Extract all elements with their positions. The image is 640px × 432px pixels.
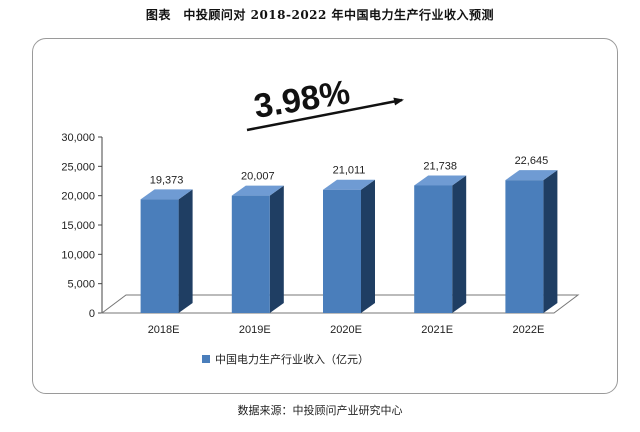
bar-top <box>231 185 284 196</box>
x-tick-label-2020E: 2020E <box>330 324 362 336</box>
bar-2022E <box>505 170 558 313</box>
x-tick-label-2021E: 2021E <box>421 324 453 336</box>
bar-front <box>323 189 361 313</box>
growth-rate-label: 3.98% <box>251 73 352 126</box>
data-label-2022E: 22,645 <box>515 155 549 167</box>
data-labels: 19,373 20,007 21,011 21,738 22,645 <box>150 155 548 186</box>
bar-2021E <box>414 175 467 313</box>
bar-front <box>414 185 453 313</box>
bar-side <box>361 179 375 313</box>
y-tick-label: 5,000 <box>67 279 95 291</box>
bar-2019E <box>231 185 284 313</box>
bar-2020E <box>323 179 375 313</box>
source-note: 数据来源：中投顾问产业研究中心 <box>237 404 403 417</box>
x-tick-label-2019E: 2019E <box>239 324 271 336</box>
data-label-2018E: 19,373 <box>150 174 184 186</box>
x-tick-label-2018E: 2018E <box>148 324 180 336</box>
x-axis-labels: 2018E 2019E 2020E 2021E 2022E <box>148 324 545 336</box>
y-tick-label: 25,000 <box>61 161 95 173</box>
bar-top <box>414 175 467 186</box>
bar-top <box>323 179 375 190</box>
y-tick-label: 10,000 <box>61 249 95 261</box>
bar-top <box>505 170 558 181</box>
bar-front <box>231 195 270 313</box>
y-tick-label: 0 <box>89 308 95 320</box>
legend-label: 中国电力生产行业收入（亿元） <box>215 352 369 366</box>
bar-front <box>140 199 179 313</box>
bar-front <box>505 180 544 313</box>
legend: 中国电力生产行业收入（亿元） <box>202 352 369 366</box>
legend-swatch <box>202 355 210 363</box>
chart-title: 图表 中投顾问对 2018-2022 年中国电力生产行业收入预测 <box>145 8 495 22</box>
bar-side <box>543 170 558 313</box>
bar-side <box>269 185 284 313</box>
growth-arrow <box>246 97 404 132</box>
x-tick-label-2022E: 2022E <box>512 324 544 336</box>
growth-annotation: 3.98% <box>246 73 404 132</box>
y-tick-label: 20,000 <box>61 191 95 203</box>
bars <box>140 170 558 313</box>
bar-2018E <box>140 189 193 313</box>
y-tick-label: 30,000 <box>61 132 95 144</box>
bar-top <box>140 189 193 200</box>
bar-side <box>178 189 193 313</box>
data-label-2019E: 20,007 <box>241 171 275 183</box>
y-axis: 0 5,000 10,000 15,000 20,000 25,000 30,000 <box>61 132 103 320</box>
data-label-2021E: 21,738 <box>423 160 457 172</box>
y-tick-label: 15,000 <box>61 220 95 232</box>
data-label-2020E: 21,011 <box>333 165 366 177</box>
bar-side <box>452 175 467 313</box>
